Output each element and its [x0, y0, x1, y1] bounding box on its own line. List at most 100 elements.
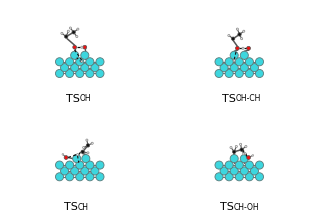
Circle shape — [225, 173, 233, 181]
Circle shape — [86, 144, 90, 147]
Circle shape — [87, 152, 89, 154]
Circle shape — [81, 63, 89, 72]
Circle shape — [70, 51, 79, 59]
Circle shape — [215, 69, 223, 78]
Circle shape — [240, 148, 243, 151]
Circle shape — [66, 58, 74, 66]
Circle shape — [81, 51, 89, 59]
Circle shape — [56, 58, 63, 66]
Circle shape — [86, 139, 88, 141]
Text: TS: TS — [220, 202, 234, 212]
Circle shape — [240, 63, 249, 72]
Circle shape — [66, 173, 74, 181]
Circle shape — [86, 173, 94, 181]
Circle shape — [72, 31, 75, 34]
Circle shape — [215, 161, 223, 169]
Circle shape — [245, 173, 253, 181]
Circle shape — [233, 60, 235, 62]
Circle shape — [256, 161, 263, 169]
Circle shape — [77, 154, 78, 156]
Circle shape — [67, 30, 69, 32]
Circle shape — [86, 161, 94, 169]
Circle shape — [81, 46, 83, 48]
Circle shape — [73, 155, 81, 163]
Circle shape — [230, 167, 238, 175]
Circle shape — [82, 155, 90, 163]
Circle shape — [235, 58, 243, 66]
Text: CH-OH: CH-OH — [234, 203, 260, 212]
Circle shape — [230, 155, 238, 163]
Circle shape — [256, 58, 263, 66]
Circle shape — [245, 161, 253, 169]
Circle shape — [66, 161, 74, 169]
Circle shape — [76, 69, 84, 78]
Circle shape — [76, 161, 84, 169]
Circle shape — [230, 51, 238, 59]
Circle shape — [245, 69, 253, 78]
Circle shape — [240, 51, 249, 59]
Circle shape — [66, 69, 74, 78]
Circle shape — [244, 153, 246, 155]
Circle shape — [235, 69, 243, 78]
Circle shape — [230, 147, 232, 149]
Circle shape — [64, 156, 68, 160]
Circle shape — [225, 161, 233, 169]
Circle shape — [235, 145, 237, 148]
Text: OH: OH — [80, 94, 91, 103]
Circle shape — [231, 37, 235, 40]
Text: CH: CH — [78, 203, 89, 212]
Circle shape — [70, 63, 79, 72]
Circle shape — [250, 167, 258, 175]
Circle shape — [83, 45, 87, 49]
Circle shape — [61, 32, 63, 35]
Circle shape — [69, 27, 71, 29]
Circle shape — [76, 173, 84, 181]
Circle shape — [243, 30, 245, 32]
Circle shape — [81, 167, 89, 175]
Circle shape — [225, 58, 233, 66]
Circle shape — [56, 69, 63, 78]
Circle shape — [56, 161, 63, 169]
Circle shape — [91, 63, 99, 72]
Circle shape — [56, 173, 63, 181]
Circle shape — [91, 167, 99, 175]
Circle shape — [252, 155, 254, 156]
Circle shape — [96, 161, 104, 169]
Circle shape — [236, 28, 238, 30]
Circle shape — [96, 69, 104, 78]
Circle shape — [245, 145, 247, 148]
Circle shape — [96, 58, 104, 66]
Circle shape — [235, 161, 243, 169]
Circle shape — [220, 167, 228, 175]
Circle shape — [73, 45, 77, 49]
Circle shape — [238, 33, 241, 36]
Circle shape — [81, 150, 84, 154]
Circle shape — [228, 35, 230, 37]
Circle shape — [96, 173, 104, 181]
Circle shape — [235, 46, 239, 50]
Circle shape — [215, 58, 223, 66]
Circle shape — [61, 167, 69, 175]
Circle shape — [247, 46, 250, 50]
Circle shape — [81, 60, 83, 62]
Circle shape — [233, 150, 236, 154]
Circle shape — [240, 167, 249, 175]
Circle shape — [86, 58, 94, 66]
Circle shape — [76, 36, 78, 38]
Circle shape — [256, 173, 263, 181]
Text: TS: TS — [222, 94, 236, 104]
Circle shape — [215, 173, 223, 181]
Circle shape — [240, 155, 249, 163]
Circle shape — [62, 154, 64, 155]
Circle shape — [70, 167, 79, 175]
Circle shape — [83, 147, 85, 149]
Circle shape — [256, 69, 263, 78]
Circle shape — [242, 47, 244, 49]
Circle shape — [61, 63, 69, 72]
Circle shape — [247, 156, 250, 160]
Text: OH-CH: OH-CH — [236, 94, 262, 103]
Circle shape — [245, 58, 253, 66]
Circle shape — [91, 142, 93, 144]
Circle shape — [235, 173, 243, 181]
Circle shape — [241, 38, 243, 40]
